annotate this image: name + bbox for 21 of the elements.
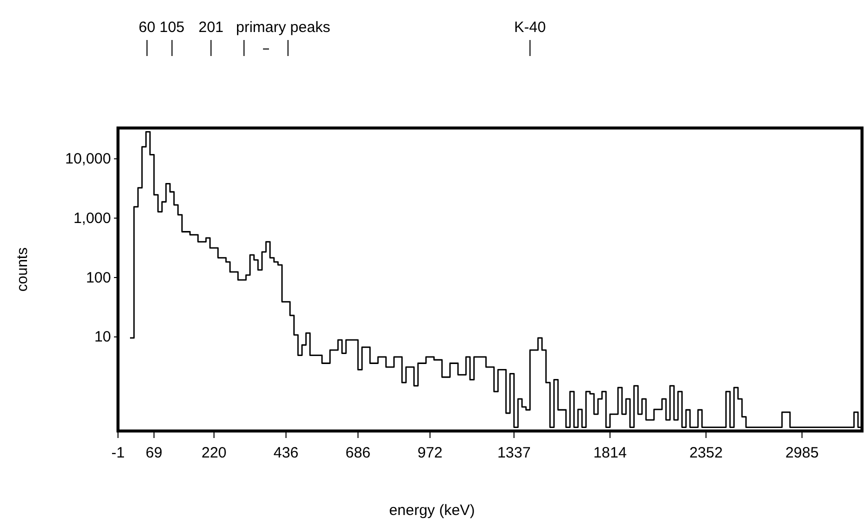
x-tick-label: 69: [146, 444, 162, 462]
y-tick-label: 1,000: [73, 210, 111, 227]
y-tick-label: 10: [94, 328, 111, 346]
text: primary peaks: [236, 19, 330, 36]
x-tick-label: 686: [345, 444, 371, 462]
x-axis-title: energy (keV): [389, 502, 475, 519]
x-tick-label: -1: [111, 444, 125, 462]
y-tick-label: 100: [86, 269, 111, 286]
text: 201: [198, 19, 224, 36]
x-tick-label: 2985: [785, 444, 819, 462]
text: 105: [159, 19, 185, 36]
x-tick-label: 220: [201, 444, 227, 462]
text: 60: [138, 19, 156, 36]
x-tick-label: 436: [273, 444, 299, 462]
x-tick-label: 972: [417, 444, 443, 462]
y-axis-title: counts: [14, 247, 31, 292]
x-tick-label: 2352: [689, 444, 723, 462]
y-tick-label: 10,000: [65, 150, 111, 168]
x-tick-label: 1337: [497, 444, 531, 462]
x-tick-label: 1814: [593, 444, 627, 462]
text: K-40: [514, 19, 546, 36]
